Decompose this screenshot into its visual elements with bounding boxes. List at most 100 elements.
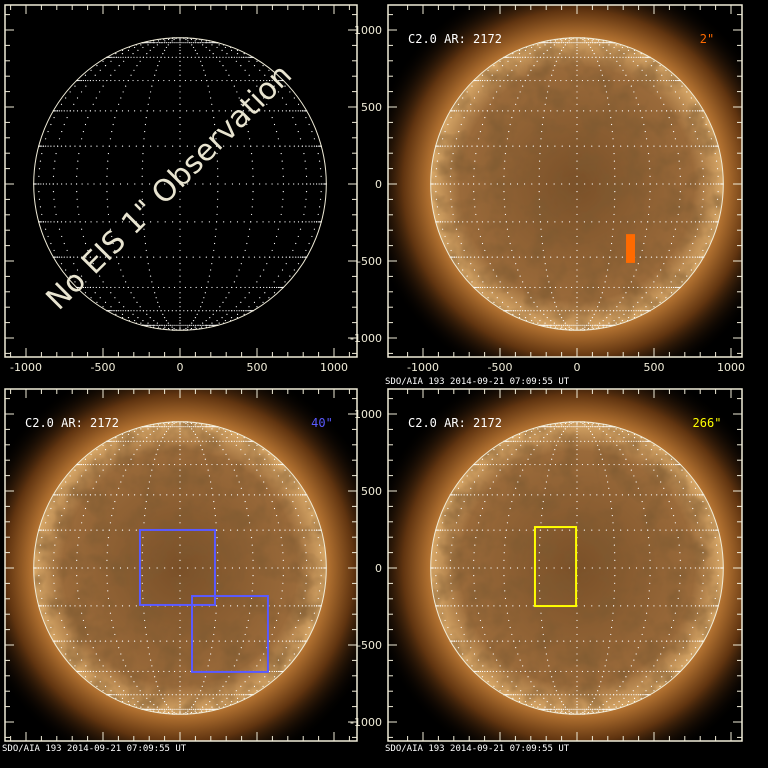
grid-dot [156,56,158,58]
grid-dot [281,481,284,483]
grid-dot [499,529,501,531]
grid-dot [534,79,536,82]
grid-dot [318,206,321,208]
grid-dot [599,310,601,312]
grid-dot [605,324,608,326]
grid-dot [99,567,101,569]
grid-dot [273,286,276,289]
grid-dot [482,281,484,283]
grid-dot [576,97,578,99]
grid-dot [647,221,649,223]
grid-dot [144,507,147,510]
grid-dot [47,145,49,147]
grid-dot [702,605,704,607]
grid-dot [242,56,244,58]
grid-dot [613,79,615,82]
grid-dot [173,286,176,289]
grid-dot [207,281,209,283]
grid-dot [81,138,83,140]
grid-dot [106,286,108,289]
grid-dot [524,494,527,496]
grid-dot [110,463,112,466]
grid-dot [509,242,511,245]
grid-dot [191,44,193,46]
grid-dot [219,444,221,446]
grid-dot [544,426,546,428]
grid-dot [112,440,114,442]
grid-dot [92,286,94,289]
grid-dot [221,79,223,82]
grid-dot [207,42,209,44]
grid-dot [455,494,458,496]
grid-dot [496,640,498,642]
grid-dot [303,152,305,155]
grid-dot [208,221,210,223]
grid-dot [183,42,185,44]
grid-dot [120,97,122,99]
grid-dot [231,79,233,82]
grid-dot [139,694,141,696]
grid-dot [215,440,218,442]
grid-dot [313,529,315,531]
grid-dot [200,708,202,710]
grid-dot [96,65,98,67]
grid-dot [92,487,94,489]
grid-dot [203,69,205,71]
grid-dot [248,494,250,496]
grid-dot [604,324,606,326]
grid-dot [179,306,181,308]
grid-dot [570,670,573,673]
grid-dot [627,605,629,607]
grid-dot [608,79,610,82]
grid-dot [63,640,65,642]
grid-dot [578,42,580,44]
grid-dot [172,145,174,147]
grid-dot [183,324,185,326]
grid-dot [677,286,679,289]
grid-dot [263,97,265,99]
grid-dot [481,286,484,289]
grid-dot [106,567,108,569]
grid-dot [69,275,71,277]
grid-dot [143,228,145,230]
grid-dot [179,40,181,42]
grid-dot [319,168,322,170]
grid-dot [613,670,615,673]
grid-dot [550,46,552,49]
grid-dot [547,221,549,223]
grid-dot [179,103,181,105]
grid-dot [574,42,576,44]
grid-dot [236,110,239,112]
grid-dot [281,269,284,271]
grid-dot [259,297,261,299]
grid-dot [501,640,504,642]
grid-dot [179,281,181,283]
grid-dot [564,56,567,58]
grid-dot [470,263,472,265]
grid-dot [676,286,678,289]
grid-dot [536,56,538,58]
grid-dot [508,694,510,696]
grid-dot [656,91,658,93]
grid-dot [242,110,244,112]
grid-dot [621,110,624,112]
grid-dot [627,529,629,531]
grid-dot [246,694,248,696]
grid-dot [250,440,252,442]
grid-dot [111,514,113,517]
grid-dot [70,567,72,569]
grid-dot [603,324,605,326]
grid-dot [275,235,278,238]
grid-dot [515,463,517,466]
grid-dot [308,123,310,126]
grid-dot [244,56,246,58]
grid-dot [584,310,586,312]
grid-dot [198,324,200,326]
grid-dot [92,463,94,466]
grid-dot [650,65,653,67]
grid-dot [50,221,52,223]
grid-dot [625,74,627,76]
grid-dot [61,130,63,133]
grid-dot [275,130,278,133]
grid-dot [564,42,566,44]
